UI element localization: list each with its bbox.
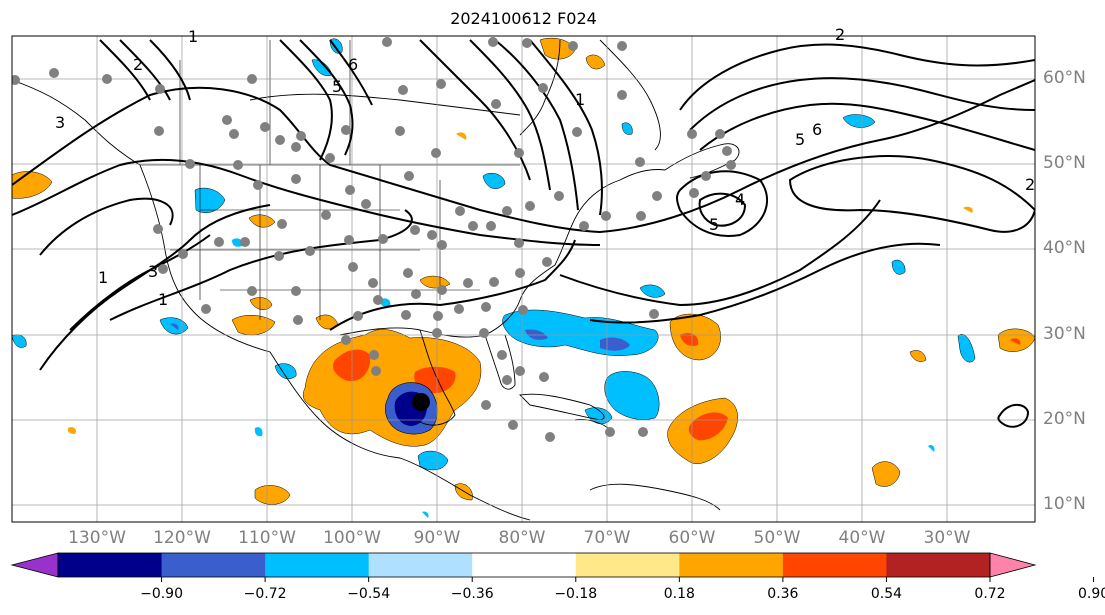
lat-tick-label: 50°N xyxy=(1043,153,1086,173)
colorbar-tick-label: −0.90 xyxy=(140,586,183,602)
colorbar-segment xyxy=(472,553,577,577)
lon-tick-label: 60°W xyxy=(668,528,716,548)
colorbar-tick-label: 0.36 xyxy=(767,586,799,602)
colorbar-tick-label: −0.54 xyxy=(347,586,391,602)
colorbar-segment xyxy=(886,553,991,577)
lon-tick-label: 130°W xyxy=(68,528,126,548)
contour-label: 1 xyxy=(98,268,108,287)
colorbar-tick-label: 0.18 xyxy=(663,586,695,602)
colorbar-tick-label: 0.72 xyxy=(974,586,1006,602)
colorbar-segment xyxy=(161,553,266,577)
contour-label: 5 xyxy=(709,215,719,234)
lon-tick-label: 50°W xyxy=(753,528,801,548)
lat-tick-label: 40°N xyxy=(1043,238,1086,258)
contour-label: 2 xyxy=(1025,175,1035,194)
lat-tick-label: 20°N xyxy=(1043,409,1086,429)
colorbar-segment xyxy=(679,553,784,577)
lon-tick-label: 100°W xyxy=(323,528,381,548)
map-frame xyxy=(11,35,1036,523)
colorbar-segment xyxy=(265,553,370,577)
lon-tick-label: 40°W xyxy=(838,528,886,548)
hurricane-center-dot xyxy=(412,393,430,411)
colorbar-tick-label: 0.54 xyxy=(870,586,903,602)
colorbar xyxy=(10,552,1095,582)
colorbar-segment xyxy=(782,553,887,577)
contour-label: 6 xyxy=(348,55,358,74)
contour-label: 3 xyxy=(148,262,158,281)
colorbar-extend-high xyxy=(989,552,1037,578)
lat-tick-label: 10°N xyxy=(1043,494,1086,514)
colorbar-segment xyxy=(58,553,163,577)
colorbar-segment xyxy=(368,553,473,577)
lat-tick-label: 60°N xyxy=(1043,68,1086,88)
shaded-anomaly-fields xyxy=(12,37,1035,518)
lon-tick-label: 90°W xyxy=(413,528,461,548)
colorbar-tick-label: −0.36 xyxy=(450,586,494,602)
colorbar-tick-label: −0.72 xyxy=(243,586,287,602)
contour-label: 6 xyxy=(812,120,822,139)
contour-label: 5 xyxy=(332,77,342,96)
contour-label: 1 xyxy=(575,90,585,109)
lon-tick-label: 80°W xyxy=(498,528,546,548)
contour-label: 5 xyxy=(795,130,805,149)
colorbar-extend-low xyxy=(10,552,59,578)
contour-label: 1 xyxy=(158,290,168,309)
contour-label: 2 xyxy=(835,25,845,44)
station-markers xyxy=(12,37,736,442)
lon-tick-label: 120°W xyxy=(153,528,211,548)
contour-label: 4 xyxy=(735,190,745,209)
lon-tick-label: 30°W xyxy=(923,528,971,548)
lon-tick-label: 70°W xyxy=(583,528,631,548)
contour-lines xyxy=(12,39,1035,428)
colorbar-tick-label: 0.90 xyxy=(1077,586,1105,602)
contour-label: 3 xyxy=(55,113,65,132)
contour-label: 2 xyxy=(133,55,143,74)
map-title: 2024100612 F024 xyxy=(450,9,597,28)
colorbar-tick-label: −0.18 xyxy=(554,586,598,602)
lon-tick-label: 110°W xyxy=(238,528,296,548)
lat-tick-label: 30°N xyxy=(1043,324,1086,344)
colorbar-segment xyxy=(575,553,680,577)
